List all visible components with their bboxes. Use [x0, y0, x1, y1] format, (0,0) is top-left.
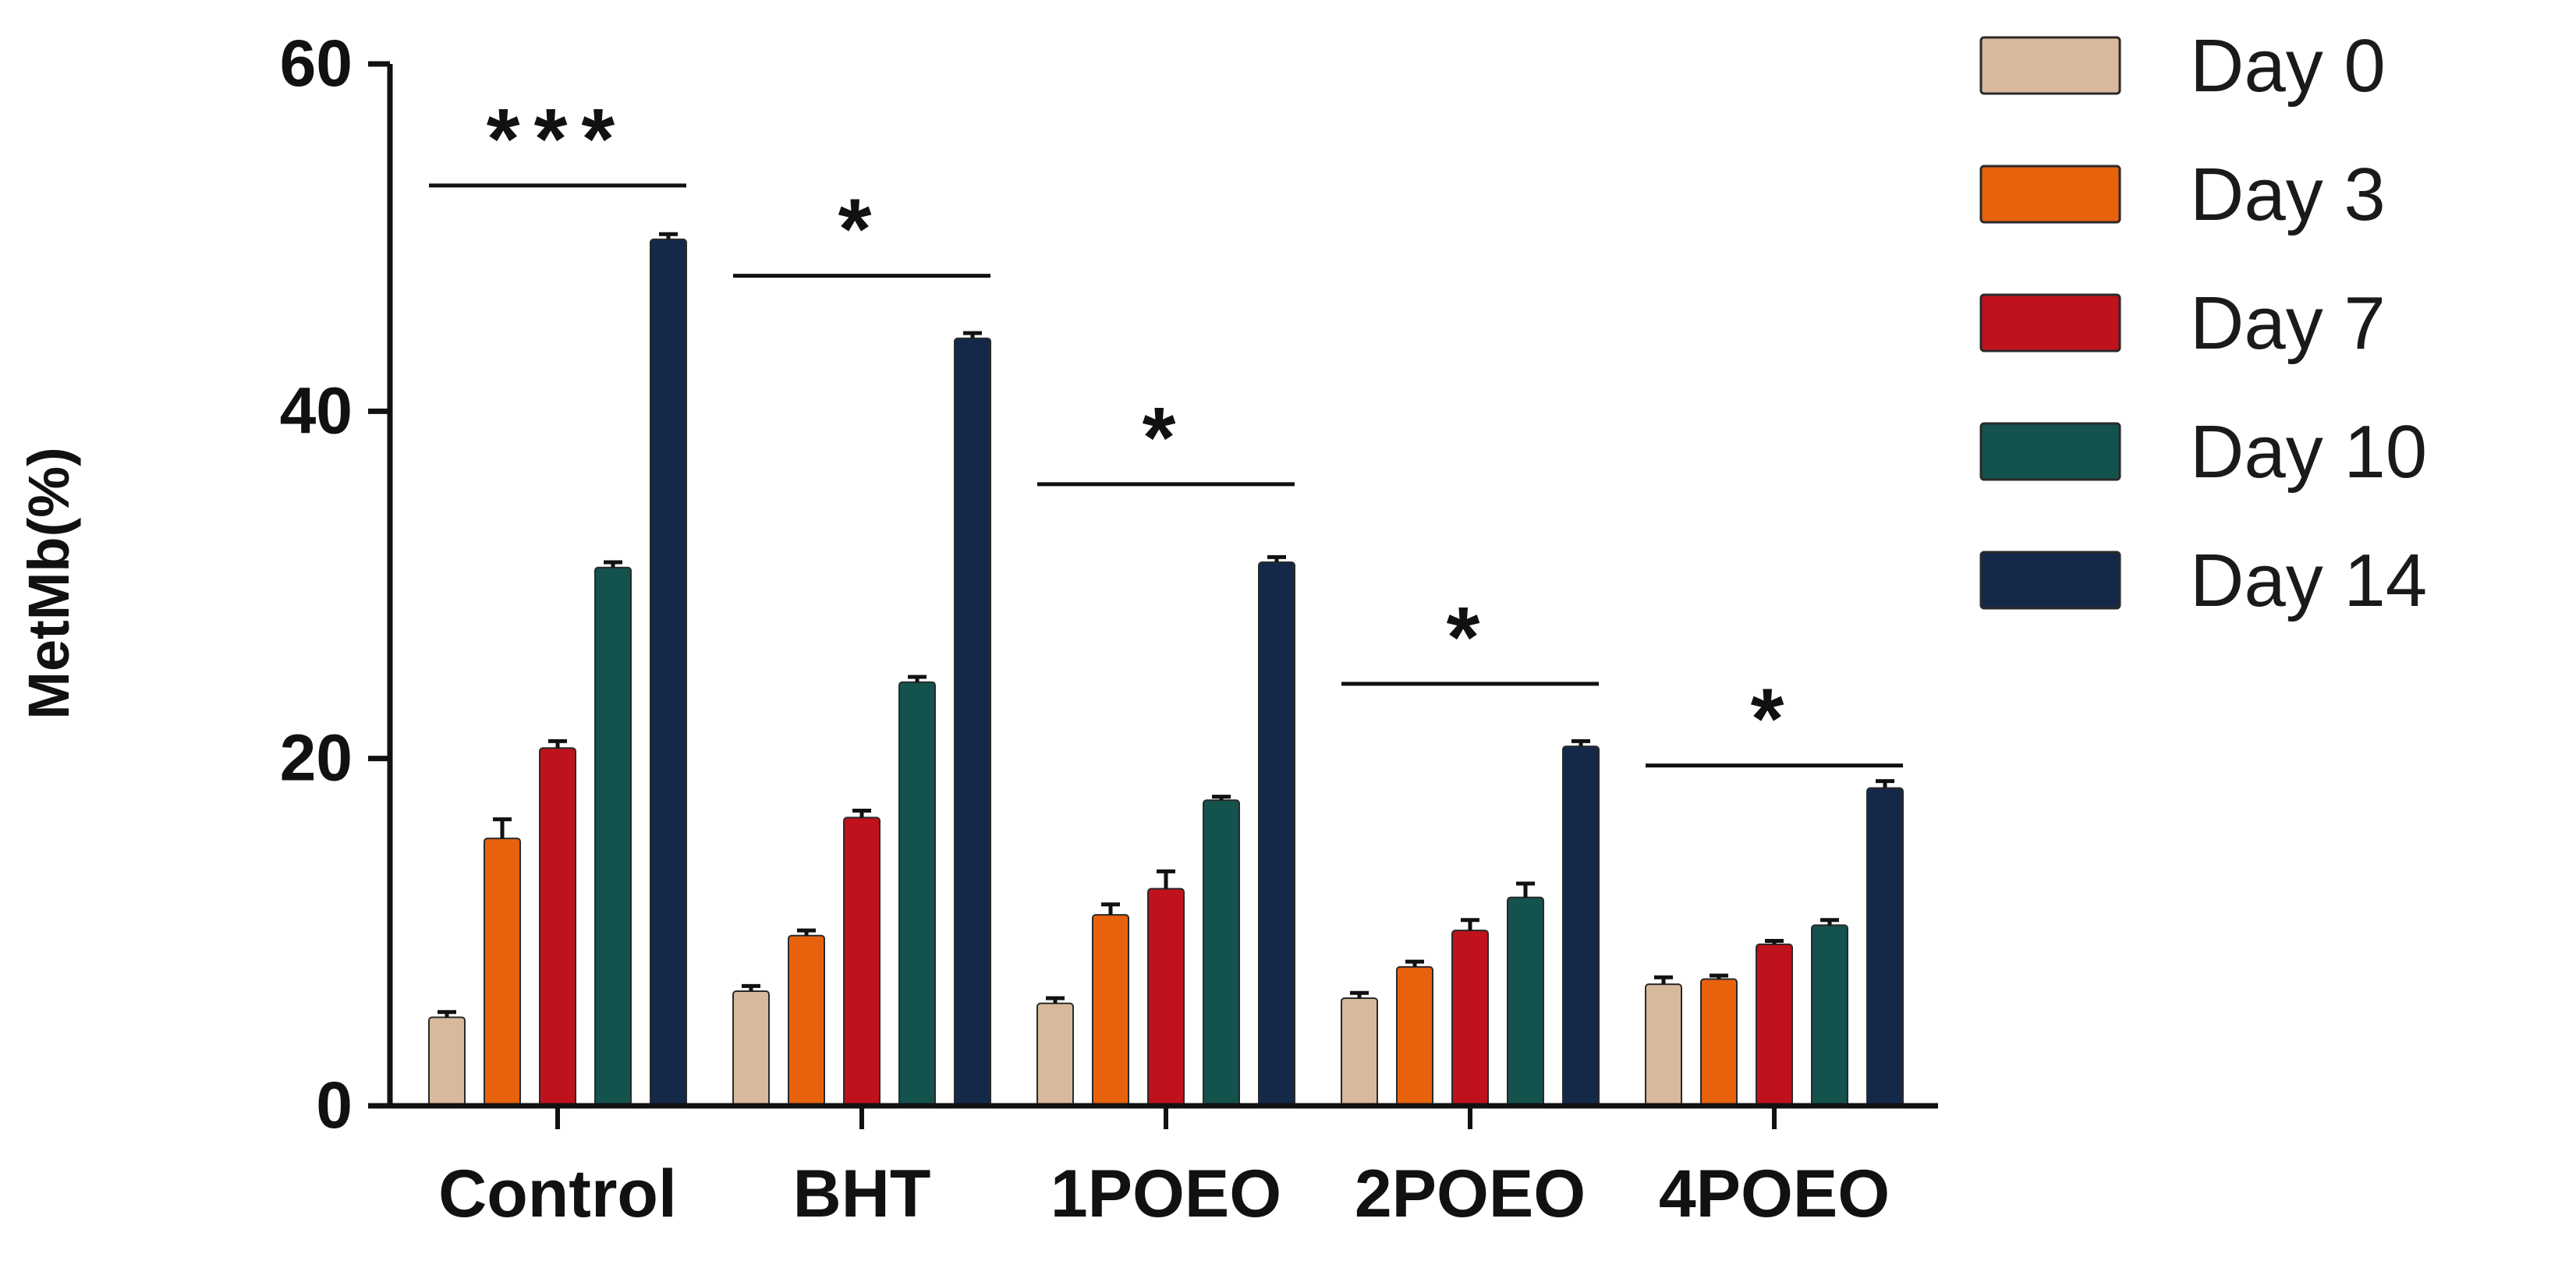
bar-control-day-7 [539, 747, 576, 1107]
bar-bht-day-14 [954, 337, 991, 1107]
bar-2poeo-day-10 [1507, 896, 1544, 1107]
significance-label: * [1447, 590, 1494, 685]
bar-2poeo-day-7 [1451, 930, 1489, 1107]
bar-4poeo-day-7 [1756, 943, 1793, 1107]
bar-bht-day-7 [843, 816, 881, 1107]
y-tick-label: 40 [280, 374, 353, 447]
x-tick-label: Control [438, 1157, 677, 1231]
bar-control-day-10 [594, 566, 632, 1107]
bar-1poeo-day-0 [1036, 1002, 1074, 1107]
x-tick-label: 2POEO [1355, 1157, 1586, 1231]
legend: Day 0 Day 3 Day 7 Day 10 Day 14 [1979, 24, 2427, 622]
significance-label: * [838, 182, 886, 278]
bar-4poeo-day-14 [1866, 787, 1904, 1107]
y-tick-label: 20 [280, 721, 353, 795]
legend-label-day-10: Day 10 [2190, 410, 2427, 494]
significance-label: * [1751, 671, 1798, 767]
legend-label-day-0: Day 0 [2190, 24, 2386, 108]
bar-2poeo-day-0 [1341, 997, 1378, 1107]
x-tick-label: 1POEO [1051, 1157, 1281, 1231]
legend-swatch-day-0 [1979, 36, 2121, 95]
bar-4poeo-day-10 [1811, 924, 1848, 1107]
bar-4poeo-day-0 [1645, 983, 1682, 1107]
bar-2poeo-day-14 [1562, 746, 1600, 1107]
legend-label-day-3: Day 3 [2190, 153, 2386, 236]
significance-label: * [1143, 390, 1190, 486]
bar-bht-day-10 [898, 681, 936, 1107]
significance-layer: ******* [429, 91, 1903, 768]
y-tick-label: 0 [316, 1068, 353, 1142]
legend-swatch-day-14 [1979, 551, 2121, 610]
error-bars-layer [438, 232, 1894, 1018]
bars-layer [428, 238, 1904, 1107]
bar-1poeo-day-7 [1147, 887, 1185, 1107]
legend-label-day-7: Day 7 [2190, 282, 2386, 365]
x-tick-label: 4POEO [1659, 1157, 1890, 1231]
axes-layer: Control BHT 1POEO 2POEO 4POEO 0 20 40 60 [280, 27, 1938, 1231]
y-axis-label: MetMb(%) [16, 447, 81, 719]
bar-control-day-3 [484, 838, 521, 1107]
bar-bht-day-0 [732, 990, 770, 1107]
bar-1poeo-day-10 [1203, 799, 1240, 1107]
bar-2poeo-day-3 [1396, 965, 1433, 1107]
bar-bht-day-3 [788, 934, 825, 1107]
legend-swatch-day-10 [1979, 422, 2121, 481]
y-tick-label: 60 [280, 27, 353, 100]
x-tick-label: BHT [793, 1157, 931, 1231]
bar-4poeo-day-3 [1700, 978, 1738, 1107]
legend-swatch-day-7 [1979, 293, 2121, 352]
bar-control-day-0 [428, 1016, 466, 1107]
legend-label-day-14: Day 14 [2190, 539, 2427, 622]
bar-control-day-14 [650, 238, 687, 1107]
legend-swatch-day-3 [1979, 165, 2121, 224]
bar-1poeo-day-14 [1258, 561, 1295, 1107]
bar-1poeo-day-3 [1092, 914, 1129, 1107]
significance-label: *** [487, 91, 629, 187]
